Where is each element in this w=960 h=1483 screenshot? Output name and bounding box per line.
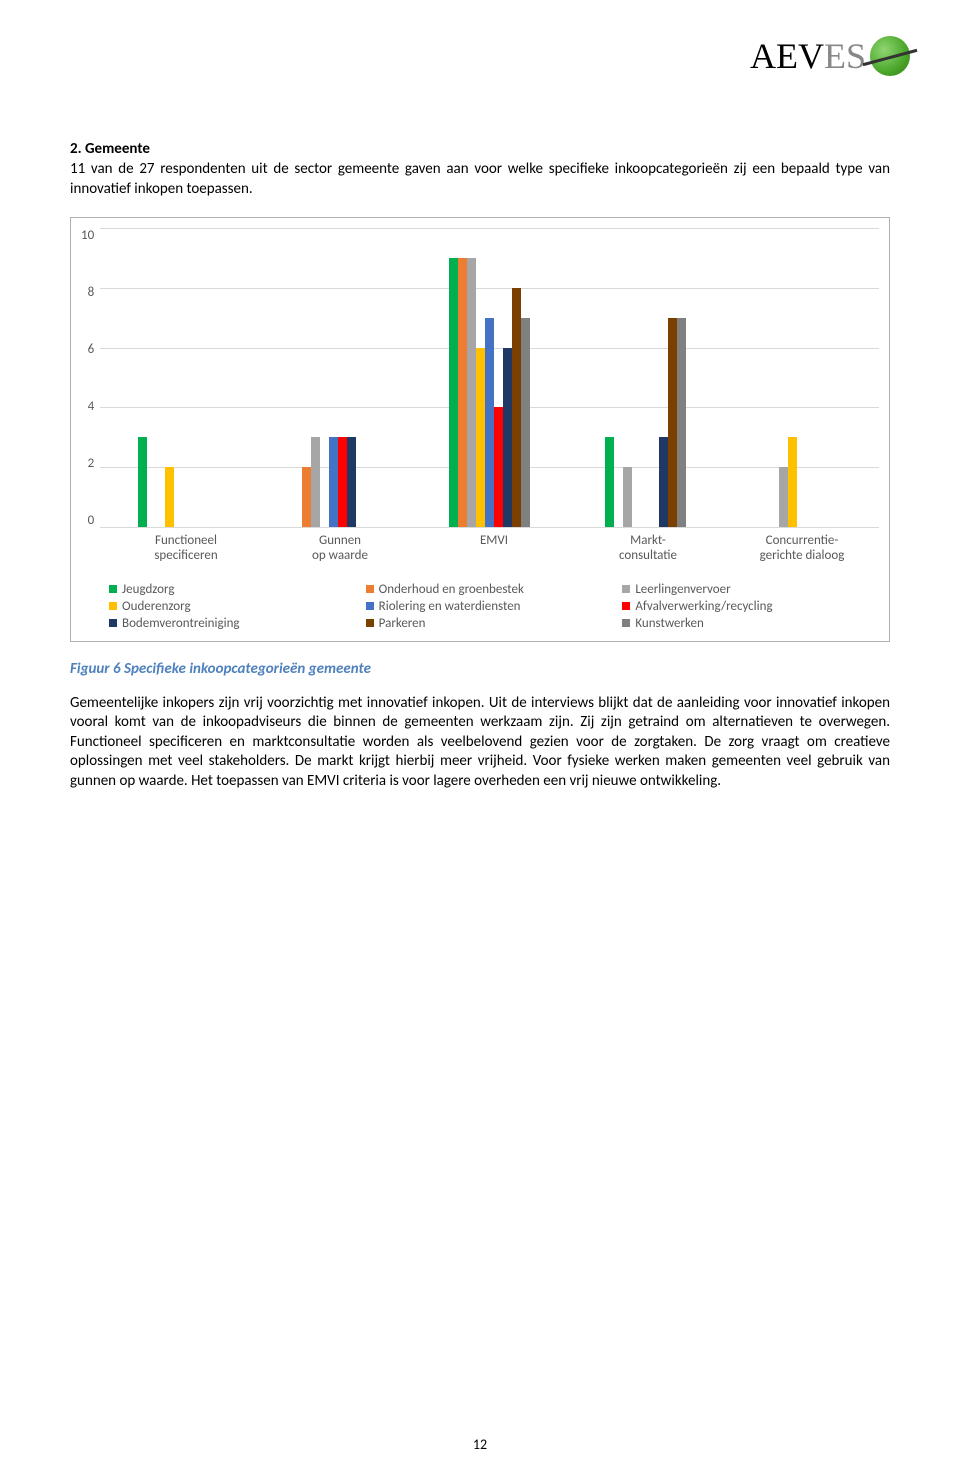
logo: AEVES [750,35,910,77]
bar [677,318,686,527]
legend-swatch [622,585,630,593]
legend-swatch [109,602,117,610]
legend-swatch [622,619,630,627]
legend-label: Jeugdzorg [122,582,174,597]
y-tick-label: 0 [88,513,95,528]
logo-text-aev: AEV [750,36,824,76]
bar [605,437,614,527]
y-tick-label: 6 [88,342,95,357]
bar [521,318,530,527]
legend-swatch [622,602,630,610]
legend-swatch [109,619,117,627]
legend-swatch [366,585,374,593]
section-heading: 2. Gemeente [70,140,890,158]
bar [779,467,788,527]
bar [165,467,174,527]
body-paragraph: Gemeentelijke inkopers zijn vrij voorzic… [70,694,890,792]
legend-swatch [366,619,374,627]
chart-y-axis: 10 8 6 4 2 0 [81,228,100,528]
bar [458,258,467,527]
legend-item: Ouderenzorg [109,599,366,614]
bar [503,348,512,527]
legend-label: Kunstwerken [635,616,703,631]
legend-item: Onderhoud en groenbestek [366,582,623,597]
page-number: 12 [0,1436,960,1453]
chart-x-axis-labels: FunctioneelspecificerenGunnenop waardeEM… [109,534,879,564]
logo-text-es: ES [824,36,866,76]
bar [449,258,458,527]
logo-globe-icon [870,36,910,76]
legend-item: Bodemverontreiniging [109,616,366,631]
bar [138,437,147,527]
x-axis-label: Functioneelspecificeren [109,534,263,564]
legend-item: Jeugdzorg [109,582,366,597]
legend-swatch [366,602,374,610]
logo-text: AEVES [750,35,866,77]
legend-item: Riolering en waterdiensten [366,599,623,614]
legend-label: Ouderenzorg [122,599,191,614]
logo-slash-icon [863,49,918,66]
bar [494,407,503,527]
bar [476,348,485,527]
chart-plot [100,228,879,528]
bar-group [100,228,256,527]
legend-label: Parkeren [379,616,426,631]
bar-group [412,228,568,527]
legend-item: Leerlingenvervoer [622,582,879,597]
legend-label: Riolering en waterdiensten [379,599,521,614]
legend-swatch [109,585,117,593]
intro-paragraph: 11 van de 27 respondenten uit de sector … [70,160,890,199]
x-axis-label: EMVI [417,534,571,564]
legend-label: Bodemverontreiniging [122,616,240,631]
figure-caption: Figuur 6 Specifieke inkoopcategorieën ge… [70,660,890,678]
x-axis-label: Gunnenop waarde [263,534,417,564]
legend-label: Afvalverwerking/recycling [635,599,772,614]
bar [485,318,494,527]
bar [659,437,668,527]
legend-item: Parkeren [366,616,623,631]
bar-group [723,228,879,527]
x-axis-label: Concurrentie-gerichte dialoog [725,534,879,564]
bar [311,437,320,527]
bar [302,467,311,527]
legend-item: Kunstwerken [622,616,879,631]
legend-label: Onderhoud en groenbestek [379,582,524,597]
bar [347,437,356,527]
x-axis-label: Markt-consultatie [571,534,725,564]
chart-plot-area: 10 8 6 4 2 0 [81,228,879,528]
chart-bar-groups [100,228,879,527]
bar [338,437,347,527]
bar [788,437,797,527]
legend-label: Leerlingenvervoer [635,582,730,597]
chart-container: 10 8 6 4 2 0 FunctioneelspecificerenGunnenop … [70,217,890,642]
legend-item: Afvalverwerking/recycling [622,599,879,614]
y-tick-label: 4 [88,399,95,414]
bar [329,437,338,527]
y-tick-label: 10 [81,228,94,243]
bar [623,467,632,527]
bar [668,318,677,527]
bar [467,258,476,527]
y-tick-label: 8 [88,285,95,300]
bar [512,288,521,527]
chart-legend: Jeugdzorg Onderhoud en groenbestek Leerlin… [109,582,879,631]
gridline [100,527,879,528]
bar-group [256,228,412,527]
y-tick-label: 2 [88,456,95,471]
bar-group [567,228,723,527]
